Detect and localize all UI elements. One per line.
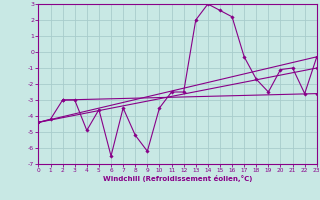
X-axis label: Windchill (Refroidissement éolien,°C): Windchill (Refroidissement éolien,°C) (103, 175, 252, 182)
